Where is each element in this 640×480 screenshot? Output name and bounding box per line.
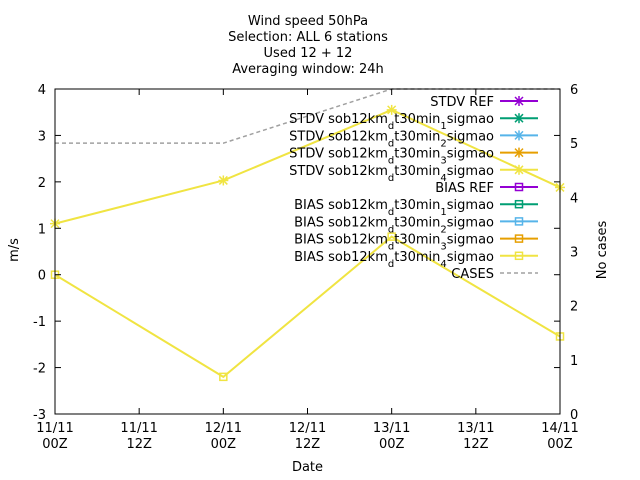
legend-label: CASES (451, 267, 494, 282)
legend-label: BIAS REF (435, 181, 494, 196)
legend-marker (514, 164, 524, 175)
y-tick-label: -2 (33, 362, 46, 377)
y-tick-label: 4 (38, 83, 46, 98)
x-tick-label: 13/11 00Z (373, 421, 410, 452)
data-point (387, 232, 396, 241)
data-point (219, 372, 228, 382)
y-tick-label: 0 (38, 269, 46, 284)
x-tick-label: 14/11 00Z (541, 421, 578, 452)
series-line (54, 108, 561, 225)
y2-tick-label: 2 (570, 300, 578, 315)
x-tick-label: 13/11 12Z (457, 421, 494, 452)
y-tick-label: -3 (33, 408, 46, 423)
y2-tick-label: 5 (570, 137, 578, 152)
x-tick-label: 11/11 12Z (120, 421, 157, 452)
axis-ticks: -3 -2 -1 0 1 2 3 4 0 1 2 3 4 5 6 11/11 00Z 11/11 12Z 12/11 0… (33, 83, 579, 452)
legend-marker (514, 182, 524, 192)
y2-axis-label: No cases (595, 221, 610, 280)
y2-tick-label: 0 (570, 408, 578, 423)
chart-title-line: Used 12 + 12 (264, 46, 353, 61)
legend-marker (514, 113, 524, 124)
y2-tick-label: 1 (570, 354, 578, 369)
x-tick-label: 11/11 00Z (36, 421, 73, 452)
legend-marker (514, 217, 524, 226)
y-tick-label: 1 (38, 222, 46, 237)
x-axis-label: Date (292, 460, 323, 475)
y2-tick-label: 3 (570, 246, 578, 261)
y-axis-label: m/s (7, 238, 22, 262)
y2-tick-label: 4 (570, 191, 578, 206)
data-point (386, 104, 397, 115)
legend-marker (514, 147, 524, 158)
legend-marker (514, 199, 524, 209)
chart-title-line: Selection: ALL 6 stations (228, 30, 388, 45)
chart-title-line: Averaging window: 24h (232, 62, 384, 77)
legend-marker (514, 234, 524, 243)
legend-marker (514, 130, 524, 141)
y-tick-label: 2 (38, 176, 46, 191)
data-point (218, 175, 229, 186)
chart-title-line: Wind speed 50hPa (248, 14, 368, 29)
x-tick-label: 12/11 00Z (205, 421, 242, 452)
y-tick-label: -1 (33, 315, 46, 330)
legend-label: STDV REF (430, 95, 494, 110)
y-tick-label: 3 (38, 129, 46, 144)
y2-tick-label: 6 (570, 83, 578, 98)
legend-marker (514, 251, 524, 261)
legend-marker (514, 96, 524, 106)
series-line (54, 235, 561, 379)
x-tick-label: 12/11 12Z (289, 421, 326, 452)
